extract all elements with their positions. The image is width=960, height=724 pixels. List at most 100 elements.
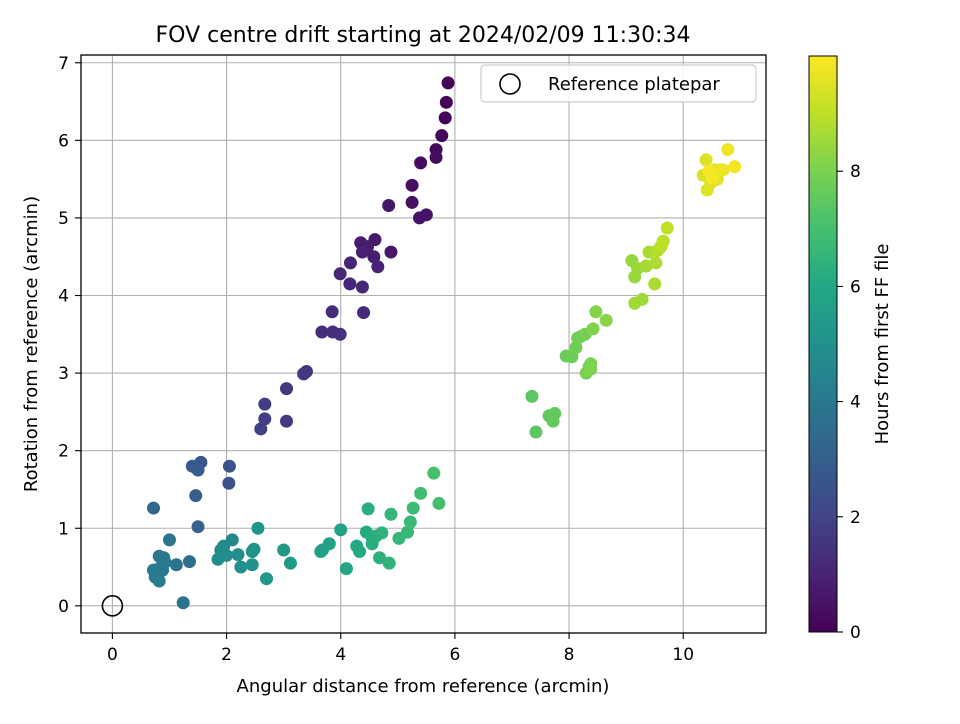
colorbar-tick-label: 0 bbox=[850, 623, 861, 643]
data-point bbox=[339, 562, 353, 576]
data-point bbox=[655, 238, 669, 252]
y-tick-label: 4 bbox=[58, 287, 69, 307]
data-point bbox=[280, 382, 293, 396]
data-point bbox=[176, 596, 190, 610]
data-point bbox=[260, 572, 274, 586]
x-tick-label: 8 bbox=[564, 645, 575, 665]
data-point bbox=[628, 296, 642, 310]
plot-area-frame bbox=[80, 54, 767, 634]
y-tick-label: 0 bbox=[58, 597, 69, 617]
data-point bbox=[405, 178, 419, 192]
data-point bbox=[355, 280, 369, 294]
colorbar-tick-label: 6 bbox=[850, 277, 861, 297]
data-point bbox=[438, 111, 452, 125]
data-point bbox=[546, 414, 560, 428]
data-point bbox=[220, 548, 234, 562]
y-tick-label: 5 bbox=[58, 209, 69, 229]
data-point bbox=[728, 160, 742, 174]
y-tick-label: 6 bbox=[58, 131, 69, 151]
data-point bbox=[584, 362, 598, 376]
colorbar-gradient bbox=[808, 55, 838, 633]
data-point bbox=[245, 558, 259, 572]
colorbar-tick-label: 4 bbox=[850, 393, 861, 413]
x-tick-label: 4 bbox=[335, 645, 346, 665]
y-tick-label: 7 bbox=[58, 54, 69, 74]
data-point bbox=[162, 533, 176, 547]
data-point bbox=[283, 556, 297, 570]
legend-reference-marker bbox=[499, 73, 521, 95]
data-point bbox=[375, 526, 389, 540]
data-point bbox=[525, 389, 539, 403]
legend-entry-label: Reference platepar bbox=[548, 74, 720, 95]
data-point bbox=[648, 277, 662, 291]
data-point bbox=[384, 507, 398, 521]
data-point bbox=[439, 95, 453, 109]
data-point bbox=[234, 560, 248, 574]
data-point bbox=[721, 143, 735, 157]
data-point bbox=[254, 422, 268, 436]
data-point bbox=[333, 327, 347, 341]
data-point bbox=[699, 153, 713, 167]
data-point bbox=[191, 463, 205, 477]
plot-area-background bbox=[81, 55, 766, 633]
data-point bbox=[277, 543, 291, 557]
data-point bbox=[231, 548, 245, 562]
data-point bbox=[191, 520, 205, 534]
data-point bbox=[367, 250, 381, 264]
data-point bbox=[586, 322, 600, 336]
data-point bbox=[427, 466, 441, 480]
data-point bbox=[152, 574, 166, 588]
colorbar-label: Hours from first FF file bbox=[872, 244, 893, 445]
data-point bbox=[435, 129, 449, 143]
y-axis-ticks: 0 1 2 3 4 5 6 7 bbox=[58, 54, 81, 617]
colorbar-ticks: 0 2 4 6 8 bbox=[837, 162, 861, 643]
legend: Reference platepar bbox=[480, 64, 757, 103]
legend-box bbox=[480, 64, 757, 103]
data-point bbox=[247, 542, 261, 556]
data-point bbox=[258, 397, 272, 411]
data-point bbox=[382, 556, 396, 570]
x-tick-label: 2 bbox=[221, 645, 232, 665]
chart-title: FOV centre drift starting at 2024/02/09 … bbox=[156, 23, 691, 48]
data-point bbox=[156, 563, 170, 577]
data-point bbox=[189, 489, 203, 503]
data-point bbox=[371, 260, 385, 274]
grid-lines bbox=[81, 55, 766, 633]
data-point bbox=[589, 305, 603, 319]
x-tick-label: 0 bbox=[107, 645, 118, 665]
data-point bbox=[343, 256, 357, 270]
data-point bbox=[146, 501, 160, 515]
data-point bbox=[441, 76, 455, 90]
data-point bbox=[333, 267, 347, 281]
data-point bbox=[357, 306, 371, 320]
data-point bbox=[705, 171, 719, 185]
data-points bbox=[146, 76, 742, 610]
data-point bbox=[222, 476, 236, 490]
data-point bbox=[716, 163, 730, 177]
y-tick-label: 1 bbox=[58, 519, 69, 539]
data-point bbox=[382, 199, 396, 213]
data-point bbox=[325, 305, 339, 319]
data-point bbox=[406, 501, 420, 515]
data-point bbox=[297, 367, 311, 381]
data-point bbox=[413, 211, 427, 225]
y-axis-label: Rotation from reference (arcmin) bbox=[21, 196, 42, 492]
data-point bbox=[384, 245, 398, 259]
data-point bbox=[343, 277, 357, 291]
data-point bbox=[251, 521, 265, 535]
y-tick-label: 2 bbox=[58, 442, 69, 462]
data-point bbox=[529, 425, 543, 439]
colorbar-tick-label: 2 bbox=[850, 508, 861, 528]
data-point bbox=[649, 256, 663, 270]
data-point bbox=[182, 555, 196, 569]
data-point bbox=[222, 459, 236, 473]
y-tick-label: 3 bbox=[58, 364, 69, 384]
data-point bbox=[403, 515, 417, 529]
x-axis-label: Angular distance from reference (arcmin) bbox=[237, 676, 610, 697]
data-point bbox=[315, 325, 329, 339]
data-point bbox=[258, 412, 272, 426]
data-point bbox=[414, 486, 428, 500]
x-tick-label: 10 bbox=[672, 645, 694, 665]
data-point bbox=[322, 537, 336, 551]
